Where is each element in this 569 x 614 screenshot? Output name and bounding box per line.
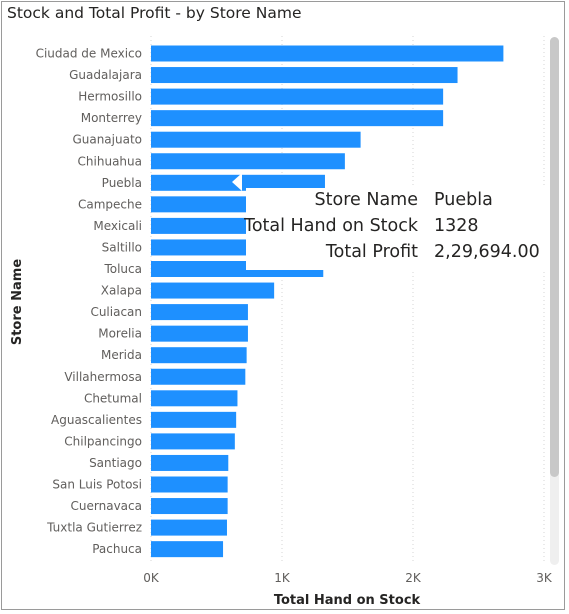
- scrollbar-thumb[interactable]: [550, 37, 559, 477]
- bar[interactable]: [151, 67, 458, 84]
- tooltip-row-profit: Total Profit 2,29,694.00: [246, 242, 546, 268]
- tooltip-row-stock: Total Hand on Stock 1328: [244, 216, 546, 242]
- category-label: Culiacan: [90, 305, 142, 319]
- y-axis-title: Store Name: [10, 259, 25, 345]
- chart-title: Stock and Total Profit - by Store Name: [7, 4, 302, 22]
- category-label: Mexicali: [93, 219, 142, 233]
- category-label: Morelia: [98, 327, 142, 341]
- x-tick-label: 1K: [274, 571, 291, 585]
- bar[interactable]: [151, 390, 238, 407]
- bar[interactable]: [151, 304, 248, 321]
- tooltip: Store Name Puebla Total Hand on Stock 13…: [244, 188, 546, 270]
- bar[interactable]: [151, 541, 224, 558]
- category-label: San Luis Potosi: [52, 478, 142, 492]
- category-label: Santiago: [89, 456, 142, 470]
- bar[interactable]: [151, 110, 444, 127]
- bar[interactable]: [151, 498, 228, 515]
- category-label: Campeche: [78, 197, 142, 211]
- bar[interactable]: [151, 282, 275, 299]
- category-label: Merida: [101, 348, 142, 362]
- bar[interactable]: [151, 519, 227, 536]
- category-labels: Ciudad de Mexico Guadalajara Hermosillo Mon…: [36, 47, 142, 557]
- x-tick-label: 3K: [536, 571, 553, 585]
- category-label: Ciudad de Mexico: [36, 47, 142, 61]
- bar[interactable]: [151, 454, 229, 471]
- category-label: Toluca: [103, 262, 142, 276]
- bar[interactable]: [151, 476, 228, 493]
- bar[interactable]: [151, 131, 361, 148]
- tooltip-key: Total Profit: [325, 242, 418, 262]
- tooltip-pointer: [232, 173, 242, 191]
- tooltip-key: Total Hand on Stock: [244, 216, 418, 236]
- bar[interactable]: [151, 411, 237, 428]
- category-label: Saltillo: [102, 240, 142, 254]
- bar[interactable]: [151, 88, 444, 105]
- tooltip-value: 1328: [434, 216, 479, 236]
- x-axis-title: Total Hand on Stock: [274, 593, 421, 608]
- bars: [151, 45, 504, 558]
- tooltip-value: Puebla: [434, 190, 493, 210]
- x-tick-label: 0K: [143, 571, 160, 585]
- tooltip-value: 2,29,694.00: [434, 242, 540, 262]
- x-tick-label: 2K: [405, 571, 422, 585]
- category-label: Monterrey: [81, 111, 142, 125]
- category-label: Cuernavaca: [71, 499, 142, 513]
- category-label: Hermosillo: [78, 90, 142, 104]
- category-label: Chilpancingo: [64, 434, 142, 448]
- category-label: Guanajuato: [72, 133, 142, 147]
- x-tick-labels: 0K 1K 2K 3K: [143, 571, 553, 585]
- category-label: Chihuahua: [78, 154, 142, 168]
- bar[interactable]: [151, 153, 345, 170]
- category-label: Pachuca: [92, 542, 142, 556]
- tooltip-row-store: Store Name Puebla: [246, 190, 546, 216]
- category-label: Guadalajara: [69, 68, 142, 82]
- category-label: Aguascalientes: [51, 413, 142, 427]
- bar[interactable]: [151, 347, 247, 364]
- category-label: Puebla: [102, 176, 142, 190]
- bar[interactable]: [151, 45, 504, 62]
- bar[interactable]: [151, 325, 248, 342]
- category-label: Tuxtla Gutierrez: [46, 521, 142, 535]
- bar[interactable]: [151, 433, 235, 450]
- category-label: Xalapa: [101, 284, 142, 298]
- category-label: Chetumal: [84, 391, 142, 405]
- tooltip-key: Store Name: [314, 190, 418, 210]
- bar[interactable]: [151, 368, 246, 385]
- category-label: Villahermosa: [64, 370, 142, 384]
